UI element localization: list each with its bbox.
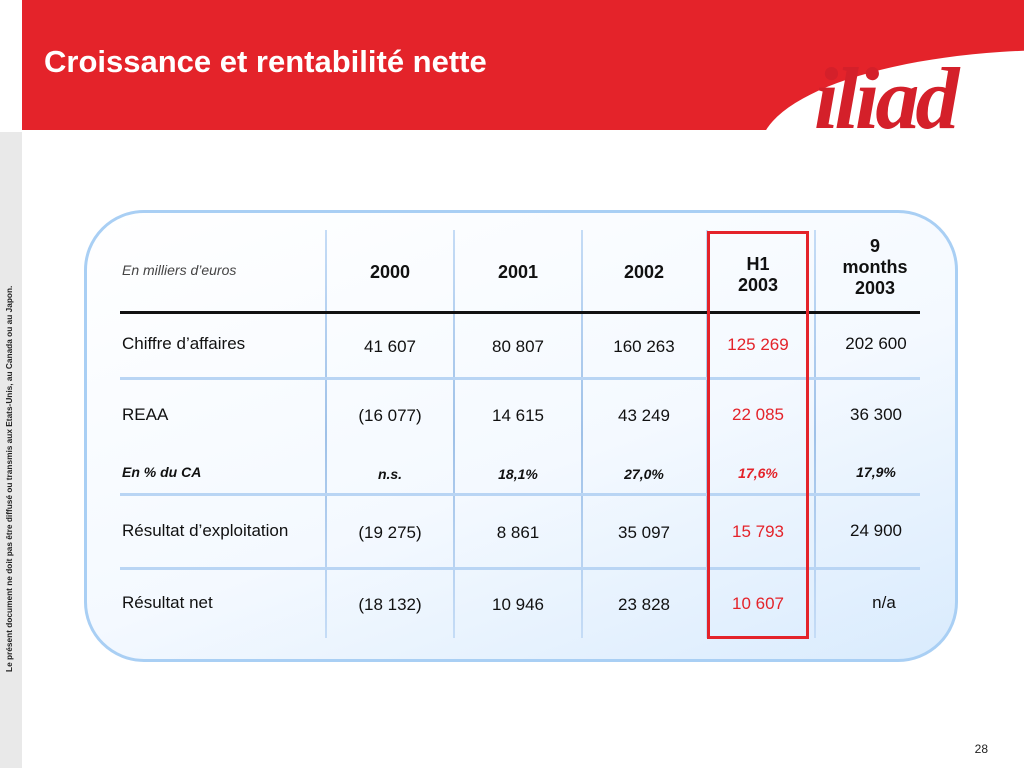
column-header-h1-2003: H1 2003 — [737, 254, 779, 295]
column-header-2002: 2002 — [623, 262, 665, 282]
legal-side-note: Le présent document ne doit pas être dif… — [4, 285, 14, 672]
table-cell: 43 249 — [618, 406, 670, 425]
column-header-9-months-2003: 9 months 2003 — [842, 236, 908, 298]
unit-label: En milliers d’euros — [122, 262, 237, 278]
h1-2003-highlight — [707, 231, 809, 639]
column-header-2000: 2000 — [369, 262, 411, 282]
table-cell: 18,1% — [498, 466, 538, 482]
table-cell: 36 300 — [850, 405, 902, 424]
table-cell: 23 828 — [618, 595, 670, 614]
table-cell: n.s. — [377, 466, 403, 482]
column-divider — [581, 230, 583, 638]
table-cell: 17,9% — [856, 464, 896, 480]
table-cell: 27,0% — [624, 466, 664, 482]
table-cell: 160 263 — [613, 337, 675, 356]
table-cell: 8 861 — [496, 523, 540, 542]
slide-title: Croissance et rentabilité nette — [44, 44, 487, 79]
table-cell: n/a — [872, 593, 896, 612]
table-cell: 14 615 — [492, 406, 544, 425]
table-cell: 80 807 — [492, 337, 544, 356]
table-cell-highlighted: 15 793 — [732, 522, 784, 541]
row-label-reaa: REAA — [122, 405, 169, 424]
table-cell: 202 600 — [845, 334, 907, 353]
svg-text:iliad: iliad — [814, 51, 961, 138]
row-divider — [120, 567, 920, 570]
table-cell: 10 946 — [492, 595, 544, 614]
page-number: 28 — [974, 742, 988, 756]
table-cell-highlighted: 125 269 — [727, 335, 789, 354]
column-divider — [325, 230, 327, 638]
table-cell: (18 132) — [358, 595, 422, 614]
row-divider — [120, 493, 920, 496]
table-frame — [84, 210, 958, 662]
column-divider — [814, 230, 816, 638]
table-cell-highlighted: 22 085 — [732, 405, 784, 424]
table-cell: 24 900 — [850, 521, 902, 540]
iliad-logo: iliad — [814, 51, 965, 138]
row-label-chiffre-affaires: Chiffre d’affaires — [122, 334, 246, 353]
row-label-resultat-net: Résultat net — [122, 593, 213, 612]
table-cell: 41 607 — [364, 337, 416, 356]
column-header-2001: 2001 — [497, 262, 539, 282]
table-cell: (19 275) — [358, 523, 422, 542]
table-cell: (16 077) — [358, 406, 422, 425]
table-cell-highlighted: 10 607 — [732, 594, 784, 613]
column-divider — [453, 230, 455, 638]
row-label-resultat-exploitation: Résultat d’exploitation — [122, 521, 289, 540]
row-label-pct-ca: En % du CA — [122, 464, 202, 480]
row-divider — [120, 377, 920, 380]
header-underline — [120, 311, 920, 314]
table-cell: 35 097 — [618, 523, 670, 542]
table-cell-highlighted: 17,6% — [738, 465, 778, 481]
